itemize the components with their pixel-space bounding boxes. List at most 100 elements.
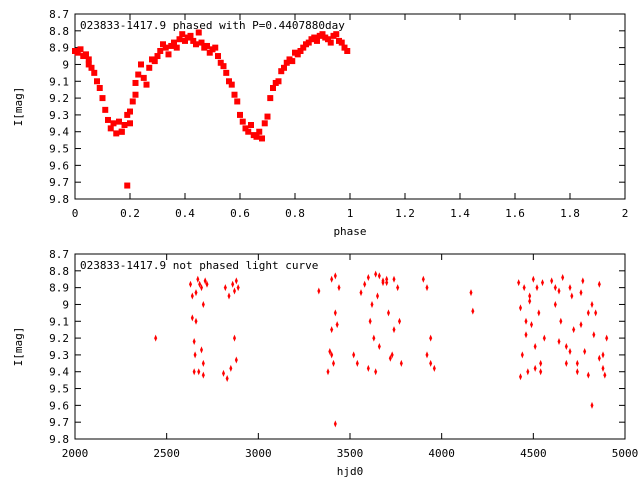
data-point — [124, 111, 131, 118]
data-point — [376, 292, 379, 300]
data-point — [337, 284, 341, 292]
data-point — [85, 56, 92, 63]
data-point — [194, 289, 198, 297]
data-point — [432, 364, 436, 372]
data-point — [200, 346, 203, 354]
data-point — [319, 31, 326, 38]
x-tick-label: 1.2 — [395, 207, 415, 220]
data-point — [204, 42, 210, 49]
data-point — [590, 401, 594, 409]
data-point — [517, 279, 521, 287]
data-point — [239, 118, 246, 125]
data-point — [157, 48, 164, 54]
y-tick-label: 9.3 — [49, 349, 69, 362]
y-tick-label: 9.7 — [49, 176, 69, 189]
data-point — [193, 351, 197, 359]
data-point — [575, 359, 579, 367]
data-point — [102, 106, 109, 113]
data-point — [392, 326, 396, 334]
x-tick-label: 5000 — [612, 447, 639, 460]
y-tick-label: 9.8 — [49, 433, 69, 446]
data-point — [557, 287, 561, 295]
data-point — [605, 334, 609, 342]
data-point — [368, 317, 372, 325]
data-point — [283, 59, 290, 66]
data-point — [99, 95, 106, 102]
data-point — [201, 359, 205, 367]
data-point — [300, 44, 307, 51]
data-point — [270, 85, 276, 91]
x-tick-label: 0.2 — [120, 207, 140, 220]
data-point — [377, 272, 381, 280]
data-point — [333, 309, 337, 317]
data-point — [311, 34, 318, 41]
data-point — [583, 348, 587, 356]
data-point — [559, 317, 563, 325]
data-point — [206, 49, 213, 56]
data-point — [220, 63, 227, 70]
data-point — [579, 289, 583, 297]
data-point — [387, 309, 390, 317]
y-tick-label: 8.7 — [49, 248, 69, 261]
data-point — [533, 343, 537, 350]
x-tick-label: 3000 — [245, 447, 272, 460]
data-point — [278, 68, 285, 75]
y-tick-label: 9.5 — [49, 383, 69, 396]
data-point — [200, 284, 203, 292]
y-tick-label: 9.6 — [49, 159, 69, 172]
data-point — [165, 51, 172, 58]
data-point — [168, 42, 175, 49]
data-point — [370, 300, 374, 308]
data-point — [575, 368, 579, 376]
data-point — [226, 78, 232, 85]
data-point — [231, 91, 238, 98]
data-point — [176, 36, 183, 43]
data-point — [592, 331, 596, 339]
data-point — [225, 374, 229, 382]
data-point — [195, 29, 202, 36]
data-point — [590, 300, 594, 308]
data-point — [281, 64, 287, 71]
data-point — [429, 359, 433, 367]
data-point — [256, 128, 263, 135]
data-point — [374, 368, 378, 376]
x-tick-label: 2000 — [62, 447, 89, 460]
data-point — [233, 334, 236, 342]
data-point — [146, 64, 153, 71]
data-point — [118, 128, 125, 135]
data-point — [229, 364, 233, 372]
data-point — [381, 279, 385, 287]
data-point — [325, 36, 331, 43]
x-tick-label: 0 — [72, 207, 79, 220]
data-point — [601, 364, 605, 372]
data-point — [151, 58, 158, 65]
data-point — [116, 118, 122, 125]
data-point — [537, 309, 541, 317]
data-point — [314, 37, 320, 44]
plot-frame — [74, 13, 626, 200]
data-point — [83, 51, 89, 58]
y-tick-label: 8.8 — [49, 265, 69, 278]
data-point — [143, 81, 150, 88]
data-point — [194, 317, 198, 325]
data-point — [192, 368, 196, 376]
data-point — [190, 37, 197, 44]
data-point — [520, 351, 524, 359]
y-tick-label: 8.9 — [49, 282, 69, 295]
data-point — [259, 135, 265, 142]
x-tick-label: 1.6 — [505, 207, 525, 220]
x-tick-label: 1.8 — [560, 207, 580, 220]
data-point — [234, 98, 241, 105]
data-point — [326, 368, 330, 376]
data-point — [603, 371, 607, 379]
data-point — [564, 343, 568, 350]
data-point — [568, 284, 572, 292]
data-point — [390, 351, 394, 359]
data-point — [341, 44, 348, 51]
data-point — [140, 74, 147, 81]
data-point — [352, 351, 356, 359]
data-point — [190, 292, 194, 300]
data-point — [522, 284, 526, 292]
